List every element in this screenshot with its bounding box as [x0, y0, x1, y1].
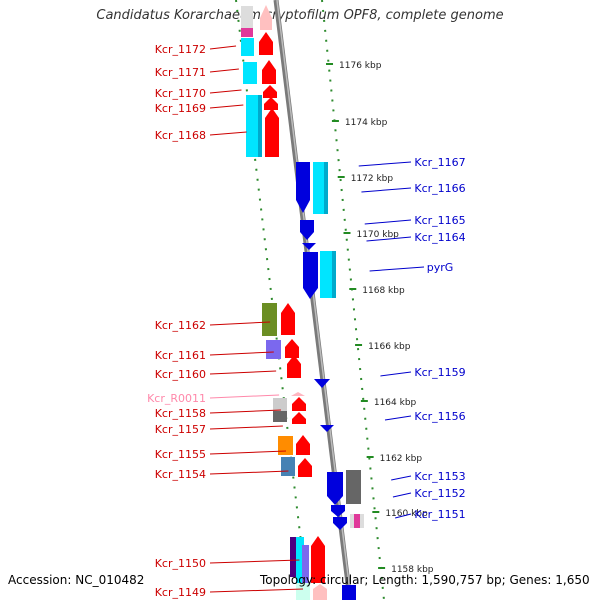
map-title: Candidatus Korarchaeum cryptofilum OPF8,… [96, 8, 504, 23]
accession-text: Accession: NC_010482 [8, 573, 145, 587]
gene-label-left[interactable]: Kcr_1154 [155, 468, 206, 481]
gene-leader-line [366, 236, 412, 242]
outer-right-track [321, 0, 385, 600]
kbp-label: 1158 kbp [391, 565, 434, 575]
kbp-label: 1174 kbp [345, 118, 388, 128]
gene-leader-line [209, 425, 283, 430]
kbp-label: 1170 kbp [356, 230, 399, 240]
gene-label-right[interactable]: Kcr_1151 [414, 508, 465, 521]
gene-leader-line [209, 450, 287, 455]
gene-leader-line [209, 321, 271, 326]
gene-label-right[interactable]: Kcr_1156 [414, 410, 465, 423]
gene-label-right[interactable]: Kcr_1152 [414, 487, 465, 500]
kbp-label: 1172 kbp [351, 174, 394, 184]
gene-label-left[interactable]: Kcr_1172 [155, 43, 206, 56]
gene-leader-line [209, 559, 300, 564]
gene-label-left[interactable]: Kcr_1157 [155, 423, 206, 436]
gene-label-right[interactable]: Kcr_1153 [414, 470, 465, 483]
gene-label-left[interactable]: Kcr_1155 [155, 448, 206, 461]
gene-label-right[interactable]: Kcr_1167 [414, 156, 465, 169]
gene-leader-line [209, 470, 289, 475]
right-strand-features [296, 162, 364, 600]
left-strand-features [241, 5, 327, 600]
left-gene-labels: Kcr_1172 Kcr_1171 Kcr_1170 Kcr_1169 Kcr_1168… [147, 43, 304, 599]
right-gene-labels: Kcr_1167 Kcr_1166 Kcr_1165 Kcr_1164 pyrG Kcr_… [358, 156, 466, 521]
gene-leader-line [364, 219, 412, 225]
gene-leader-line [361, 187, 412, 193]
gene-leader-line [209, 68, 239, 73]
gene-leader-line [209, 409, 281, 414]
gene-label-left[interactable]: Kcr_1171 [155, 66, 206, 79]
gene-leader-line [209, 89, 242, 94]
gene-label-right[interactable]: pyrG [427, 261, 454, 274]
gene-label-left[interactable]: Kcr_R0011 [147, 392, 206, 405]
gene-leader-line [209, 394, 280, 399]
kbp-label: 1164 kbp [374, 398, 417, 408]
gene-label-left[interactable]: Kcr_1149 [155, 586, 206, 599]
gene-label-left[interactable]: Kcr_1162 [155, 319, 206, 332]
gene-label-right[interactable]: Kcr_1166 [414, 182, 465, 195]
gene-leader-line [209, 104, 244, 109]
gene-leader-line [392, 492, 412, 498]
gene-label-right[interactable]: Kcr_1164 [414, 231, 465, 244]
gene-label-left[interactable]: Kcr_1169 [155, 102, 206, 115]
gene-leader-line [391, 475, 412, 481]
kbp-label: 1166 kbp [368, 342, 411, 352]
gene-label-left[interactable]: Kcr_1161 [155, 349, 206, 362]
gene-label-left[interactable]: Kcr_1160 [155, 368, 206, 381]
kbp-scale: 1176 kbp 1174 kbp 1172 kbp 1170 kbp 1168 kbp… [326, 61, 434, 575]
gene-label-left[interactable]: Kcr_1150 [155, 557, 206, 570]
gene-label-left[interactable]: Kcr_1168 [155, 129, 206, 142]
gene-label-right[interactable]: Kcr_1165 [414, 214, 465, 227]
kbp-label: 1160 kbp [385, 509, 428, 519]
gene-leader-line [358, 161, 412, 167]
gene-label-left[interactable]: Kcr_1158 [155, 407, 206, 420]
kbp-label: 1176 kbp [339, 61, 382, 71]
gene-leader-line [209, 131, 247, 136]
gene-leader-line [209, 45, 237, 50]
gene-leader-line [209, 351, 274, 356]
kbp-label: 1168 kbp [362, 286, 405, 296]
gene-leader-line [369, 266, 425, 272]
gene-leader-line [394, 513, 412, 519]
kbp-label: 1162 kbp [380, 454, 423, 464]
gene-leader-line [384, 415, 412, 421]
topology-text: Topology: circular; Length: 1,590,757 bp… [260, 573, 590, 587]
gene-label-right[interactable]: Kcr_1159 [414, 366, 465, 379]
gene-leader-line [209, 370, 277, 375]
gene-leader-line [209, 588, 304, 593]
gene-label-left[interactable]: Kcr_1170 [155, 87, 206, 100]
gene-leader-line [380, 371, 412, 377]
